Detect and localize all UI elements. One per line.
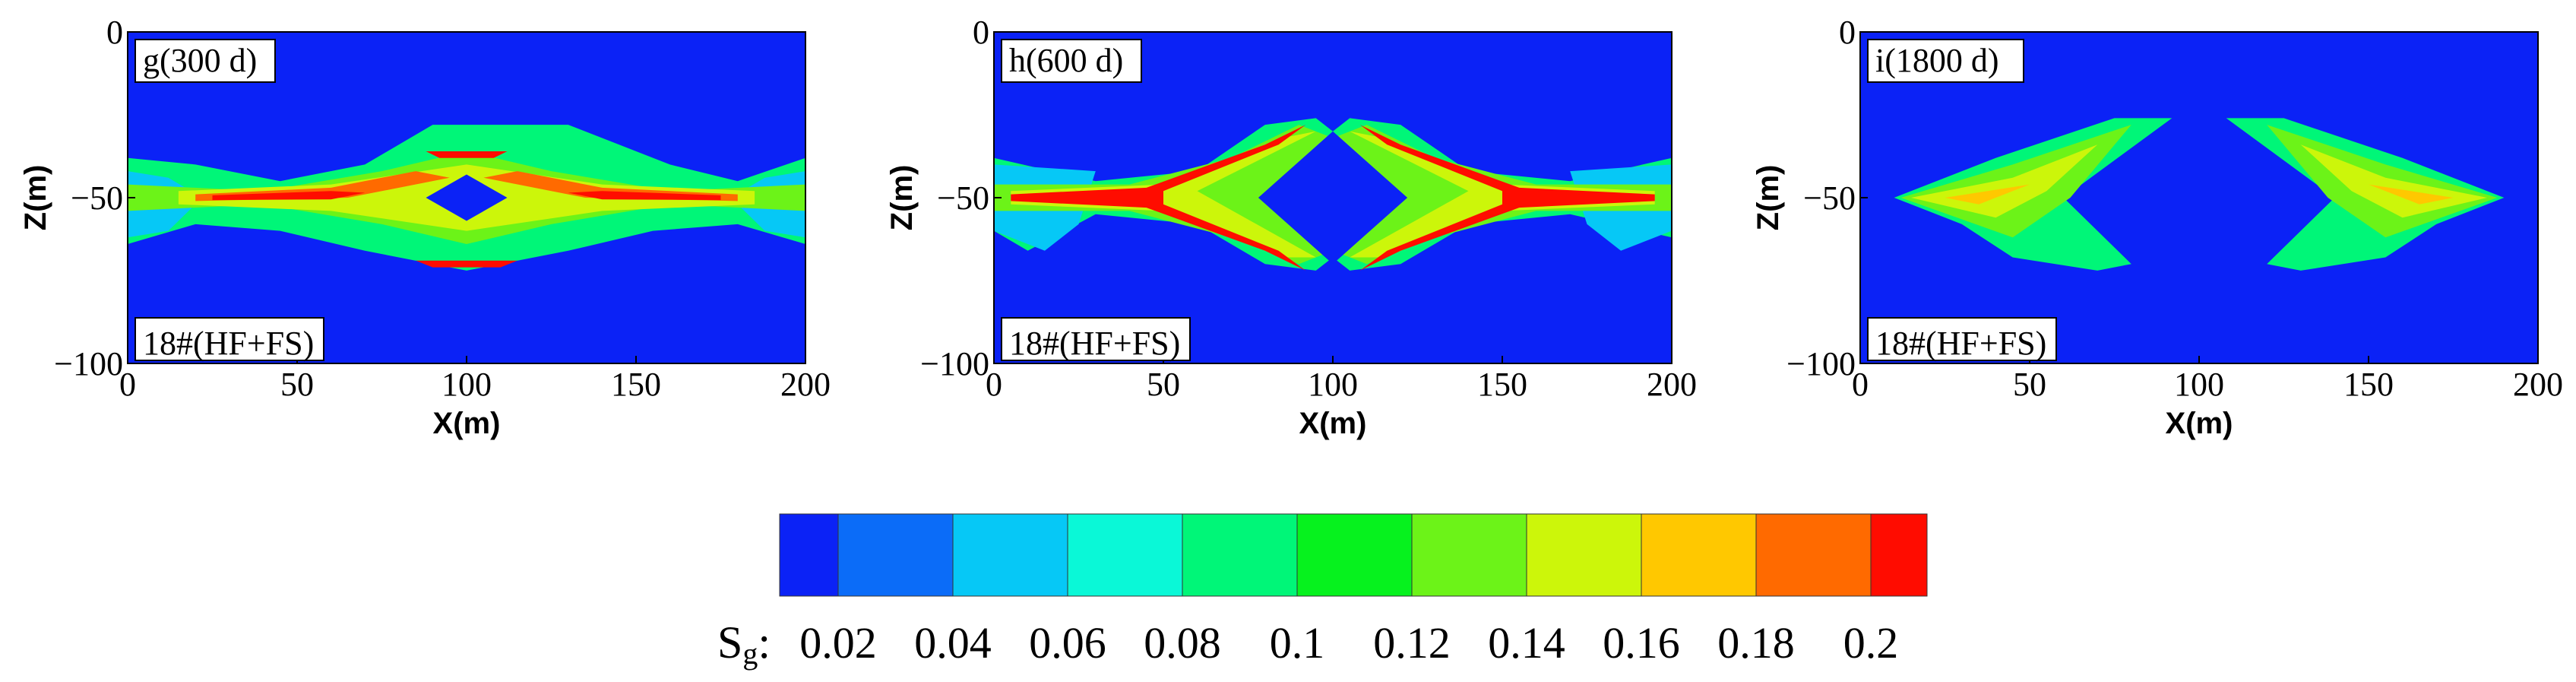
x-tick-label: 150 [2343, 366, 2394, 403]
case-label-box [1001, 317, 1191, 361]
contour-region-7 [2369, 184, 2454, 205]
colorbar-swatch-9 [1755, 513, 1872, 597]
contour-region-7 [212, 191, 366, 201]
contour-region-7 [1359, 125, 1655, 271]
x-tick-label: 100 [1308, 366, 1358, 403]
panel-label-box [1867, 39, 2024, 83]
y-tick-label: −50 [71, 179, 123, 217]
x-tick-label: 50 [2013, 366, 2046, 403]
x-axis-label: X(m) [433, 407, 501, 440]
x-tick-label: 0 [986, 366, 1002, 403]
colorbar-tick-label: 0.08 [1144, 618, 1221, 668]
panel-label-box [134, 39, 276, 83]
colorbar-swatch-4 [1182, 513, 1298, 597]
colorbar-swatch-10 [1870, 513, 1928, 597]
y-tick-label: 0 [1839, 14, 1856, 51]
x-tick-label: 50 [1147, 366, 1180, 403]
colorbar-variable-label: Sg: [717, 617, 771, 671]
contour-region-8 [568, 191, 721, 201]
colorbar-tick-label: 0.06 [1029, 618, 1106, 668]
x-axis-label: X(m) [2166, 407, 2233, 440]
x-tick-label: 50 [280, 366, 314, 403]
x-tick-label: 150 [611, 366, 661, 403]
colorbar-tick-label: 0.12 [1373, 618, 1451, 668]
x-axis-label: X(m) [1299, 407, 1367, 440]
x-tick-label: 200 [2513, 366, 2563, 403]
saturation-field [128, 125, 805, 271]
colorbar-swatch-8 [1641, 513, 1757, 597]
panel-2: 0 50 100 150 200 0 −50 −100 X(m) Z(m) i(1800 d) 18#… [1752, 14, 2563, 440]
y-tick-label: 0 [106, 14, 123, 51]
colorbar-swatch-6 [1411, 513, 1527, 597]
contour-region-6 [1011, 125, 1306, 271]
case-label-box [1867, 317, 2057, 361]
x-tick-label: 200 [780, 366, 831, 403]
colorbar-swatch-3 [1067, 513, 1183, 597]
colorbar-tick-label: 0.2 [1843, 618, 1899, 668]
y-axis-label: Z(m) [19, 165, 52, 231]
colorbar-tick-label: 0.18 [1717, 618, 1795, 668]
panel-1: 0 50 100 150 200 0 −50 −100 X(m) Z(m) h(600 d) 18#(… [885, 14, 1697, 440]
contour-region-9 [416, 260, 517, 268]
y-tick-label: −100 [920, 345, 989, 382]
contour-region-11 [426, 174, 508, 221]
panel-label-box [1001, 39, 1142, 83]
colorbar-swatch-0 [779, 513, 839, 597]
panels: 0 50 100 150 200 0 −50 −100 X(m) Z(m) g(300 d) 18#(… [19, 14, 2563, 440]
case-label-box [134, 317, 324, 361]
saturation-field [994, 118, 1672, 271]
colorbar-swatch-7 [1526, 513, 1642, 597]
panel-0: 0 50 100 150 200 0 −50 −100 X(m) Z(m) g(300 d) 18#(… [19, 14, 831, 440]
y-tick-label: −100 [54, 345, 123, 382]
contour-region-6 [1945, 184, 2030, 205]
y-tick-label: −100 [1786, 345, 1856, 382]
case-label: 18#(HF+FS) [1009, 325, 1180, 362]
y-axis-label: Z(m) [1752, 165, 1785, 231]
contour-region-10 [426, 151, 508, 158]
colorbar-tick-label: 0.02 [799, 618, 877, 668]
saturation-field [1894, 118, 2505, 271]
colorbar-swatch-5 [1296, 513, 1413, 597]
contour-region-6 [483, 171, 738, 201]
y-tick-label: 0 [973, 14, 989, 51]
case-label: 18#(HF+FS) [143, 325, 314, 362]
x-tick-label: 200 [1647, 366, 1697, 403]
y-tick-label: −50 [1803, 179, 1856, 217]
panel-label: g(300 d) [143, 42, 257, 79]
colorbar-swatch-2 [952, 513, 1068, 597]
colorbar-tick-label: 0.14 [1488, 618, 1565, 668]
colorbar-tick-label: 0.16 [1603, 618, 1680, 668]
panel-label: h(600 d) [1009, 42, 1123, 79]
x-tick-label: 0 [119, 366, 136, 403]
case-label: 18#(HF+FS) [1875, 325, 2046, 362]
contour-region-5 [195, 171, 450, 201]
colorbar-tick-label: 0.04 [914, 618, 992, 668]
y-tick-label: −50 [937, 179, 989, 217]
colorbar: Sg: 0.02 0.04 0.06 0.08 0.1 0.12 0.14 0.16 0.18 0.… [717, 513, 1928, 671]
panel-label: i(1800 d) [1875, 42, 1999, 79]
x-tick-label: 0 [1852, 366, 1869, 403]
x-tick-label: 100 [2174, 366, 2224, 403]
x-tick-label: 100 [441, 366, 492, 403]
colorbar-tick-label: 0.1 [1270, 618, 1325, 668]
y-axis-label: Z(m) [885, 165, 919, 231]
colorbar-swatch-1 [837, 513, 954, 597]
x-tick-label: 150 [1477, 366, 1527, 403]
contour-region-8 [1258, 131, 1408, 265]
